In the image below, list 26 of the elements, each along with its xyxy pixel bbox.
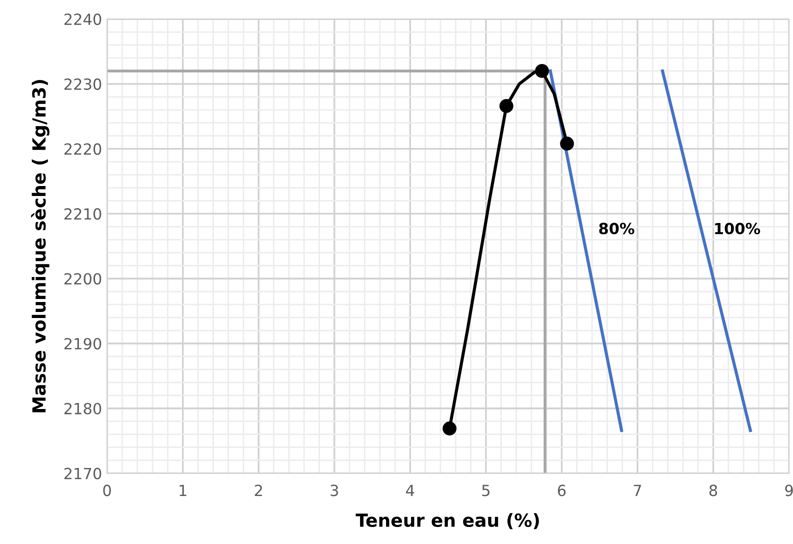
y-axis-title: Masse volumique sèche ( Kg/m3): [31, 80, 50, 412]
point: [560, 136, 574, 151]
x-tick-label: 7: [634, 484, 642, 496]
x-tick-label: 1: [180, 484, 186, 496]
y-tick-label: 2200: [64, 273, 102, 285]
y-tick-label: 2220: [64, 143, 102, 155]
y-tick-label: 2190: [64, 338, 102, 350]
x-tick-label: 4: [406, 484, 414, 496]
series-label: 80%: [599, 222, 634, 234]
x-tick-label: 3: [330, 484, 338, 496]
x-tick-label: 5: [482, 484, 490, 496]
x-tick-label: 8: [709, 484, 718, 496]
y-tick-label: 2210: [64, 208, 102, 220]
point: [442, 422, 457, 436]
point: [535, 64, 549, 78]
y-tick-label: 2170: [64, 468, 102, 480]
y-tick-label: 2240: [64, 14, 102, 26]
x-axis-title: Teneur en eau (%): [356, 513, 539, 530]
x-tick-label: 2: [254, 484, 262, 496]
y-tick-label: 2230: [64, 78, 102, 90]
point: [499, 99, 514, 113]
series-label: 100%: [715, 222, 760, 234]
x-tick-label: 6: [558, 484, 566, 496]
x-tick-label: 0: [103, 484, 111, 496]
y-tick-label: 2180: [64, 402, 102, 414]
x-tick-label: 9: [785, 484, 793, 496]
